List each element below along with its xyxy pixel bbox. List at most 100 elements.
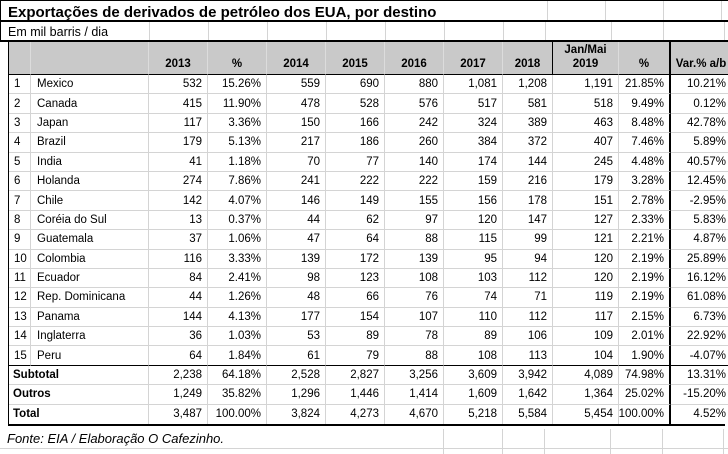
value-cell: 40.57% — [671, 153, 728, 172]
value-cell: 159 — [444, 171, 503, 192]
value-cell: 77 — [326, 152, 385, 172]
value-cell: 4,273 — [326, 404, 385, 425]
value-cell: 3,256 — [385, 365, 444, 386]
value-cell: 48 — [267, 288, 326, 308]
row-number: 1 — [9, 75, 31, 95]
value-cell: 139 — [267, 249, 326, 269]
column-header-rownum — [9, 42, 31, 75]
value-cell: 242 — [385, 113, 444, 134]
value-cell: 166 — [326, 113, 385, 134]
country-cell: Panama — [31, 307, 149, 328]
value-cell: 517 — [444, 94, 503, 114]
value-cell: 463 — [553, 113, 619, 134]
value-cell: 88 — [385, 230, 444, 250]
column-header-2018: 2018 — [503, 42, 553, 75]
source-note-row: Fonte: EIA / Elaboração O Cafezinho. — [0, 429, 728, 450]
column-header-2017: 2017 — [444, 42, 503, 75]
value-cell: 36 — [149, 327, 208, 347]
value-cell: 274 — [149, 171, 208, 192]
value-cell: 151 — [553, 191, 619, 211]
value-cell: 2.33% — [619, 210, 671, 231]
value-cell: 2,528 — [267, 365, 326, 386]
value-cell: 103 — [444, 268, 503, 289]
value-cell: 1,249 — [149, 385, 208, 405]
value-cell: 99 — [503, 230, 553, 250]
value-cell: 384 — [444, 133, 503, 153]
value-cell: 0.37% — [208, 210, 267, 231]
value-cell: 108 — [444, 346, 503, 366]
value-cell: 71 — [503, 288, 553, 308]
value-cell: 222 — [326, 171, 385, 192]
value-cell: 1.06% — [208, 230, 267, 250]
country-cell: Canada — [31, 94, 149, 114]
value-cell: 389 — [503, 113, 553, 134]
value-cell: 127 — [553, 210, 619, 231]
value-cell: 5,584 — [503, 404, 553, 425]
row-number: 7 — [9, 191, 31, 211]
value-cell: 178 — [503, 191, 553, 211]
row-number: 12 — [9, 288, 31, 308]
row-number: 3 — [9, 113, 31, 134]
value-cell: 109 — [553, 327, 619, 347]
value-cell: 144 — [503, 152, 553, 172]
value-cell: 1.26% — [208, 288, 267, 308]
column-header-2013: 2013 — [149, 42, 208, 75]
value-cell: 3,942 — [503, 365, 553, 386]
column-header-jan-mai-2019: Jan/Mai 2019 — [553, 42, 619, 75]
value-cell: 0.12% — [671, 94, 728, 114]
value-cell: 44 — [149, 288, 208, 308]
value-cell: 179 — [149, 133, 208, 153]
value-cell: 581 — [503, 94, 553, 114]
value-cell: 61.08% — [671, 288, 728, 308]
row-number: 2 — [9, 94, 31, 114]
value-cell: 64.18% — [208, 365, 267, 386]
value-cell: 25.89% — [671, 250, 728, 269]
value-cell: 89 — [444, 327, 503, 347]
value-cell: 74 — [444, 288, 503, 308]
column-header-2014: 2014 — [267, 42, 326, 75]
column-header-pct-2013: % — [208, 42, 267, 75]
value-cell: 1.03% — [208, 327, 267, 347]
value-cell: 100.00% — [619, 404, 671, 425]
value-cell: 2.21% — [619, 230, 671, 250]
value-cell: 2.01% — [619, 327, 671, 347]
column-header-2015: 2015 — [326, 42, 385, 75]
value-cell: 11.90% — [208, 94, 267, 114]
value-cell: 7.46% — [619, 133, 671, 153]
value-cell: 139 — [385, 249, 444, 269]
value-cell: 1,609 — [444, 385, 503, 405]
country-cell: India — [31, 152, 149, 172]
value-cell: 216 — [503, 171, 553, 192]
value-cell: 104 — [553, 346, 619, 366]
value-cell: 16.12% — [671, 269, 728, 289]
value-cell: 6.73% — [671, 308, 728, 328]
value-cell: 44 — [267, 210, 326, 231]
value-cell: 2.19% — [619, 288, 671, 308]
row-number: 10 — [9, 249, 31, 269]
value-cell: 13 — [149, 210, 208, 231]
country-cell: Guatemala — [31, 230, 149, 250]
country-cell: Chile — [31, 191, 149, 211]
value-cell: 4.52% — [671, 405, 728, 424]
value-cell: 5,454 — [553, 404, 619, 425]
value-cell: 121 — [553, 230, 619, 250]
value-cell: 532 — [149, 75, 208, 95]
value-cell: 155 — [385, 191, 444, 211]
value-cell: 12.45% — [671, 172, 728, 192]
value-cell: 372 — [503, 133, 553, 153]
column-header-pct-2019: % — [619, 42, 671, 75]
country-cell: Brazil — [31, 133, 149, 153]
value-cell: 478 — [267, 94, 326, 114]
value-cell: 150 — [267, 113, 326, 134]
value-cell: 222 — [385, 171, 444, 192]
value-cell: 76 — [385, 288, 444, 308]
value-cell: 74.98% — [619, 365, 671, 386]
value-cell: 62 — [326, 210, 385, 231]
row-number: 11 — [9, 268, 31, 289]
column-header-2016: 2016 — [385, 42, 444, 75]
value-cell: 98 — [267, 268, 326, 289]
value-cell: -15.20% — [671, 385, 728, 405]
value-cell: 186 — [326, 133, 385, 153]
value-cell: 217 — [267, 133, 326, 153]
value-cell: -2.95% — [671, 191, 728, 211]
